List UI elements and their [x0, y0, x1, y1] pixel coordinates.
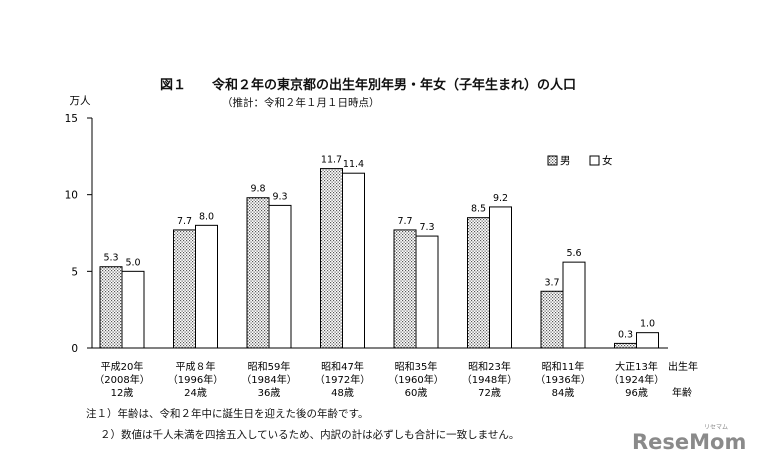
bar-value-label: 0.3 — [618, 329, 633, 340]
x-category-year: （1948年） — [462, 373, 517, 386]
y-tick-label: 15 — [65, 113, 78, 125]
x-category-age: 36歳 — [258, 387, 281, 399]
x-category-era: 昭和47年 — [321, 360, 364, 373]
bar-value-label: 9.3 — [272, 191, 287, 202]
x-category-era: 昭和23年 — [468, 360, 511, 373]
bar-female — [415, 235, 439, 349]
x-category-year: （1924年） — [609, 373, 664, 386]
x-category-era: 平成８年 — [176, 360, 216, 373]
bar-female — [268, 204, 292, 349]
y-tick-label: 0 — [71, 343, 78, 355]
legend-label: 女 — [602, 154, 613, 167]
bar-male — [246, 197, 270, 349]
x-axis-label-birth: 出生年 — [668, 360, 698, 373]
bar-value-label: 7.7 — [177, 216, 192, 227]
y-tick-label: 10 — [65, 190, 78, 202]
bar-value-label: 11.7 — [321, 155, 342, 166]
x-category-age: 72歳 — [478, 387, 501, 399]
logo-text: ReseMom — [632, 430, 747, 454]
footnote-1: 注１）年齢は、令和２年中に誕生日を迎えた後の年齢です。 — [86, 408, 369, 420]
bar-male — [320, 168, 343, 349]
bar-chart: 万人 0 5 10 15 5.3 5.0 7.7 8.0 9.8 9.3 11.7 11.4 7.7 7.… — [65, 95, 698, 399]
x-category-era: 昭和11年 — [542, 360, 585, 373]
bar-female — [636, 332, 659, 349]
chart-title: 図１ 令和２年の東京都の出生年別年男・年女（子年生まれ）の人口 — [160, 78, 577, 93]
x-category-year: （1960年） — [388, 373, 443, 386]
bar-value-label: 5.6 — [566, 248, 581, 259]
footnote-2: ２）数値は千人未満を四捨五入しているため、内訳の計は必ずしも合計に一致しません。 — [100, 429, 520, 441]
legend-label: 男 — [560, 155, 571, 167]
bar-value-label: 5.0 — [125, 257, 140, 268]
bar-female — [562, 261, 586, 349]
bar-value-label: 8.0 — [199, 211, 214, 222]
bar-value-label: 11.4 — [343, 159, 364, 170]
x-category-age: 60歳 — [405, 387, 428, 399]
logo-subtext: リセマム — [704, 424, 729, 431]
x-category-era: 昭和35年 — [395, 360, 438, 373]
x-category-age: 12歳 — [111, 387, 134, 399]
y-tick-label: 5 — [71, 266, 78, 278]
bar-value-label: 3.7 — [544, 277, 559, 288]
bar-male — [467, 217, 490, 349]
bar-male — [99, 266, 123, 349]
x-category-year: （1984年） — [241, 373, 296, 386]
bar-male — [614, 342, 637, 349]
x-category-age: 48歳 — [331, 387, 354, 399]
bar-female — [195, 224, 218, 349]
x-axis-label-age: 年齢 — [672, 386, 692, 399]
legend-swatch — [547, 155, 558, 166]
bar-value-label: 5.3 — [103, 253, 118, 264]
x-category-era: 平成20年 — [101, 360, 144, 373]
bar-value-label: 1.0 — [640, 319, 655, 330]
bar-value-label: 9.8 — [250, 184, 265, 195]
resemom-logo: ReseMom リセマム — [632, 424, 747, 454]
footnotes: 注１）年齢は、令和２年中に誕生日を迎えた後の年齢です。 ２）数値は千人未満を四捨… — [86, 404, 519, 446]
chart-subtitle: （推計：令和２年１月１日時点） — [222, 97, 380, 109]
x-category-era: 昭和59年 — [248, 360, 291, 373]
x-category-year: （2008年） — [94, 373, 149, 386]
bar-value-label: 9.2 — [493, 193, 508, 204]
bar-female — [342, 172, 365, 349]
x-category-age: 96歳 — [625, 387, 648, 399]
bar-female — [489, 206, 512, 349]
bar-value-label: 7.3 — [419, 222, 434, 233]
bar-value-label: 7.7 — [397, 216, 412, 227]
y-unit-label: 万人 — [70, 95, 91, 107]
bar-female — [121, 270, 145, 349]
bar-male — [173, 229, 196, 349]
bar-male — [540, 290, 564, 349]
legend-swatch — [589, 155, 600, 166]
bar-male — [393, 229, 417, 349]
x-category-age: 84歳 — [552, 387, 575, 399]
x-category-age: 24歳 — [184, 387, 207, 399]
bar-value-label: 8.5 — [471, 204, 486, 215]
x-category-year: （1996年） — [168, 373, 223, 386]
x-category-year: （1936年） — [535, 373, 590, 386]
x-category-year: （1972年） — [315, 373, 370, 386]
x-category-era: 大正13年 — [615, 360, 658, 373]
